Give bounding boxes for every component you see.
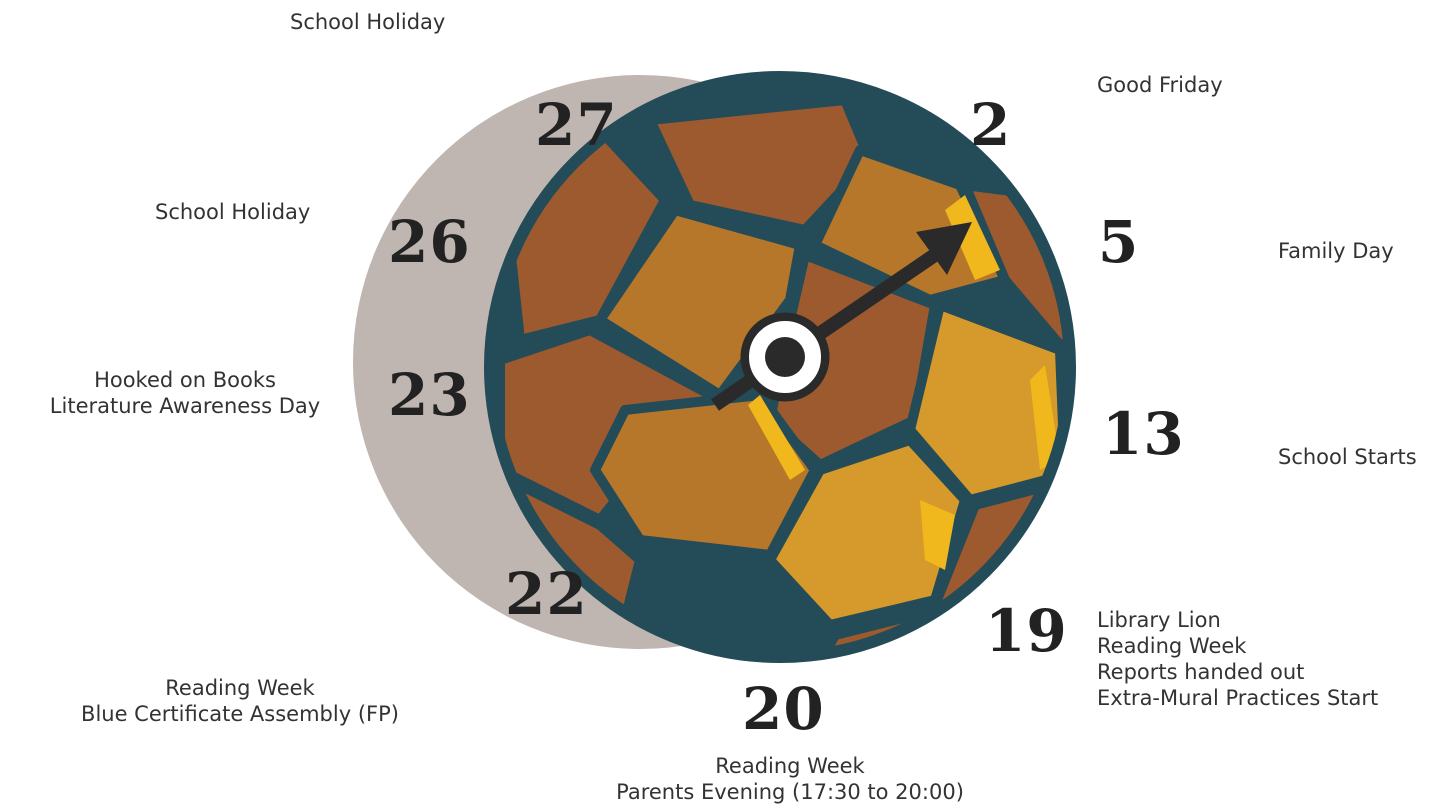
label-line: Reading Week — [165, 676, 315, 700]
day-20: 20 — [742, 675, 825, 743]
label-line: School Holiday — [155, 200, 311, 224]
label-13: School Starts — [1278, 444, 1417, 470]
label-23: Hooked on Books Literature Awareness Day — [30, 367, 340, 419]
day-13: 13 — [1102, 400, 1185, 468]
label-line: Blue Certificate Assembly (FP) — [81, 702, 399, 726]
label-27: School Holiday — [290, 9, 445, 35]
label-2: Good Friday — [1097, 72, 1223, 98]
label-5: Family Day — [1278, 238, 1394, 264]
label-line: Extra-Mural Practices Start — [1097, 686, 1379, 710]
label-line: School Holiday — [290, 10, 446, 34]
label-line: Literature Awareness Day — [49, 394, 321, 418]
day-23: 23 — [388, 361, 471, 429]
label-line: Reports handed out — [1097, 660, 1305, 684]
label-line: School Starts — [1278, 445, 1417, 469]
label-line: Family Day — [1278, 239, 1394, 263]
pointer-arrow-icon — [711, 222, 972, 411]
day-26: 26 — [388, 208, 471, 276]
label-26: School Holiday — [155, 199, 310, 225]
label-22: Reading Week Blue Certificate Assembly (… — [60, 675, 420, 727]
day-27: 27 — [535, 91, 618, 159]
label-line: Library Lion — [1097, 608, 1221, 632]
label-20: Reading Week Parents Evening (17:30 to 2… — [580, 753, 1000, 805]
day-5: 5 — [1098, 208, 1140, 276]
label-line: Hooked on Books — [94, 368, 276, 392]
label-line: Good Friday — [1097, 73, 1223, 97]
day-19: 19 — [985, 597, 1068, 665]
day-2: 2 — [970, 91, 1012, 159]
label-line: Reading Week — [715, 754, 865, 778]
label-line: Parents Evening (17:30 to 20:00) — [616, 780, 964, 804]
label-19: Library Lion Reading Week Reports handed… — [1097, 607, 1378, 711]
label-line: Reading Week — [1097, 634, 1247, 658]
day-22: 22 — [505, 560, 588, 628]
